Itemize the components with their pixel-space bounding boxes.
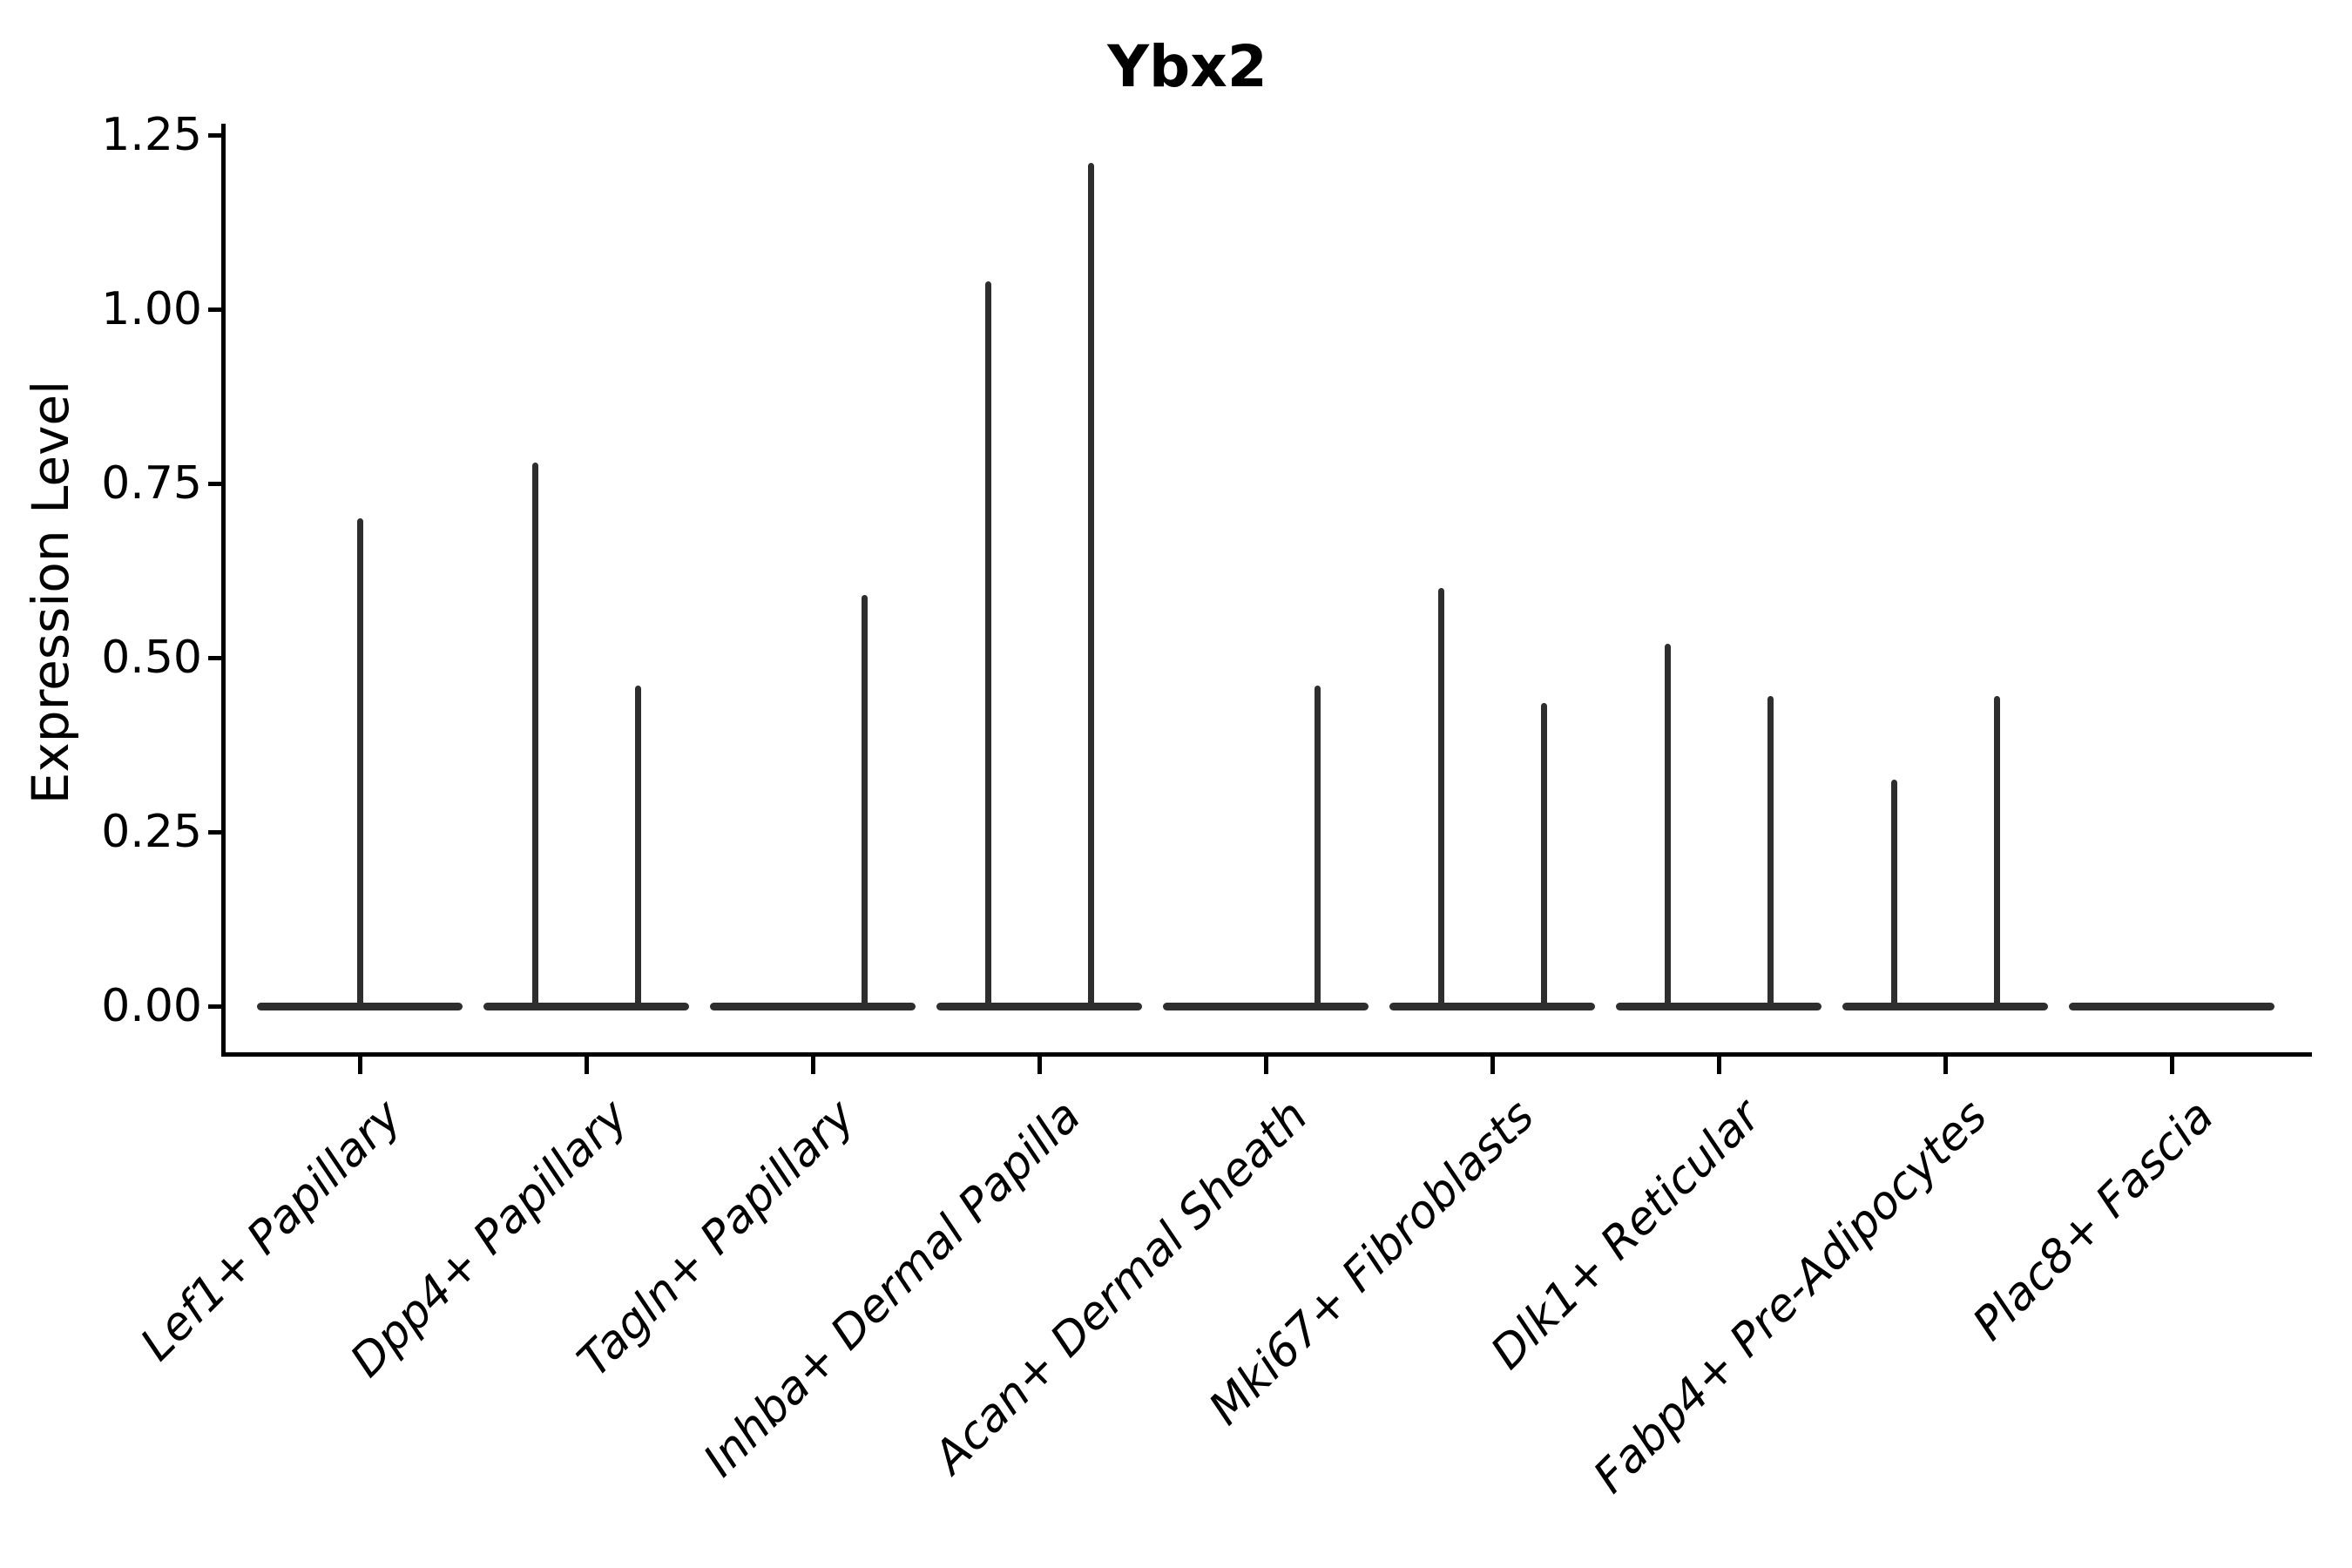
violin-tail-spike: [1437, 588, 1444, 1010]
x-tick-label: Acan+ Dermal Sheath: [923, 1090, 1318, 1484]
y-axis-label: Expression Level: [21, 380, 80, 805]
y-tick-label: 0.00: [101, 980, 202, 1032]
violin-tail-spike: [1314, 686, 1321, 1010]
violin-body-baseline: [1389, 1002, 1595, 1010]
y-tick-label: 1.00: [101, 283, 202, 335]
y-axis-spine: [221, 124, 226, 1057]
x-tick-mark: [1263, 1057, 1268, 1074]
y-tick-mark: [208, 132, 224, 138]
violin-tail-spike: [1890, 780, 1897, 1010]
violin-body-baseline: [710, 1002, 916, 1010]
violin-body-baseline: [1616, 1002, 1821, 1010]
x-tick-mark: [584, 1057, 589, 1074]
x-tick-label: Inhba+ Dermal Papilla: [693, 1090, 1092, 1488]
y-tick-mark: [208, 1004, 224, 1009]
violin-tail-spike: [1767, 696, 1774, 1010]
y-tick-label: 0.75: [101, 457, 202, 510]
y-tick-label: 0.25: [101, 806, 202, 858]
violin-tail-spike: [356, 518, 363, 1010]
x-tick-mark: [1943, 1057, 1948, 1074]
x-axis-spine: [221, 1052, 2312, 1057]
y-tick-label: 1.25: [101, 109, 202, 161]
violin-tail-spike: [1993, 696, 2000, 1010]
violin-tail-spike: [531, 463, 538, 1010]
x-tick-mark: [1490, 1057, 1495, 1074]
violin-tail-spike: [634, 686, 641, 1010]
chart-title: Ybx2: [1107, 33, 1267, 100]
violin-body-baseline: [2069, 1002, 2274, 1010]
x-tick-label: Fabp4+ Pre-Adipocytes: [1584, 1090, 1997, 1504]
x-tick-mark: [1037, 1057, 1042, 1074]
violin-body-baseline: [483, 1002, 689, 1010]
y-tick-mark: [208, 829, 224, 835]
violin-tail-spike: [861, 595, 868, 1010]
x-tick-mark: [1716, 1057, 1721, 1074]
x-tick-label: Plac8+ Fascia: [1963, 1090, 2224, 1351]
violin-body-baseline: [1842, 1002, 2048, 1010]
y-tick-mark: [208, 655, 224, 660]
y-tick-mark: [208, 481, 224, 486]
violin-tail-spike: [1664, 644, 1671, 1010]
violin-body-baseline: [1163, 1002, 1369, 1010]
violin-tail-spike: [984, 281, 991, 1010]
y-tick-mark: [208, 307, 224, 312]
x-tick-mark: [357, 1057, 362, 1074]
y-tick-label: 0.50: [101, 632, 202, 684]
x-tick-mark: [810, 1057, 815, 1074]
violin-body-baseline: [936, 1002, 1142, 1010]
violin-tail-spike: [1540, 703, 1547, 1010]
x-tick-mark: [2169, 1057, 2174, 1074]
violin-tail-spike: [1087, 163, 1094, 1010]
